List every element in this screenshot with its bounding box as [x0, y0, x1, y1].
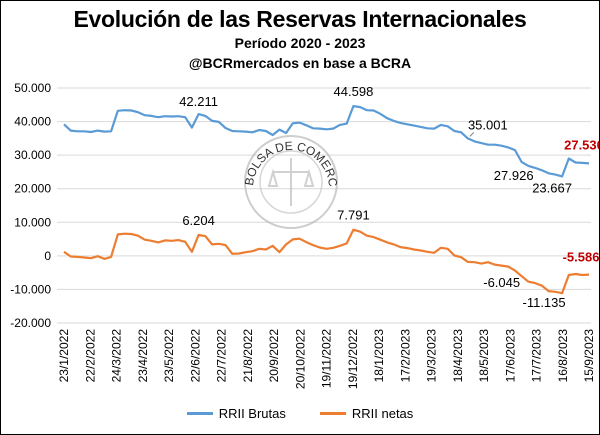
title-block: Evolución de las Reservas Internacionale… [1, 5, 599, 73]
x-tick-label: 19/12/2022 [346, 329, 360, 389]
x-tick-label: 19/3/2023 [425, 329, 439, 383]
y-tick-label: -10.000 [10, 282, 51, 296]
y-tick-label: 40.000 [14, 115, 51, 129]
x-tick-label: 17/2/2023 [398, 329, 412, 383]
x-tick-label: 22/7/2022 [215, 329, 229, 383]
y-tick-label: 50.000 [14, 81, 51, 95]
x-axis: 23/1/2022 22/2/2022 24/3/2022 23/4/2022 23/5… [57, 329, 596, 389]
y-tick-label: 0 [44, 249, 51, 263]
seal-inner-ring [259, 150, 323, 214]
legend-item-brutas: RRII Brutas [186, 406, 286, 421]
y-tick-label: 30.000 [14, 148, 51, 162]
x-tick-label: 23/4/2022 [136, 329, 150, 383]
watermark-seal: BOLSA DE COMERCIO DE ROSARIO [1, 1, 340, 229]
x-tick-label: 17/6/2023 [503, 329, 517, 383]
legend-swatch-brutas [186, 412, 213, 415]
legend: RRII Brutas RRII netas [1, 406, 599, 421]
x-tick-label: 21/8/2022 [241, 329, 255, 383]
x-tick-label: 18/4/2023 [451, 329, 465, 383]
y-tick-label: 20.000 [14, 182, 51, 196]
x-tick-label: 16/8/2023 [556, 329, 570, 383]
legend-label-brutas: RRII Brutas [218, 406, 286, 421]
x-tick-label: 19/11/2022 [320, 329, 334, 388]
seal-text: BOLSA DE COMERCIO DE ROSARIO [1, 1, 340, 188]
chart-title: Evolución de las Reservas Internacionale… [73, 6, 527, 32]
chart-source: @BCRmercados en base a BCRA [188, 55, 412, 71]
y-tick-label: 10.000 [14, 215, 51, 229]
y-axis: -20.000 -10.000 0 10.000 20.000 30.000 40.000 5… [10, 81, 51, 330]
x-tick-label: 24/3/2022 [110, 329, 124, 383]
y-tick-label: -20.000 [10, 316, 51, 330]
x-tick-label: 23/5/2022 [162, 329, 176, 383]
data-label: 6.204 [182, 213, 215, 228]
x-tick-label: 18/5/2023 [477, 329, 491, 383]
x-tick-label: 15/9/2023 [582, 329, 596, 383]
data-label: 27.530 [564, 137, 599, 152]
legend-label-netas: RRII netas [351, 406, 414, 421]
data-label: 7.791 [337, 208, 370, 223]
x-tick-label: 22/2/2022 [83, 329, 97, 383]
x-tick-label: 22/6/2022 [188, 329, 202, 383]
series-line-brutas [63, 104, 590, 178]
legend-swatch-netas [319, 412, 346, 415]
data-label: -11.135 [523, 295, 566, 310]
data-label: -6.045 [483, 275, 520, 290]
data-label: 23.667 [532, 180, 572, 195]
data-label: 35.001 [468, 117, 508, 132]
data-label: 42.211 [179, 94, 218, 109]
x-tick-label: 18/1/2023 [372, 329, 386, 383]
data-label: 44.598 [334, 84, 374, 99]
series-lines [63, 104, 590, 295]
x-tick-label: 17/7/2023 [530, 329, 544, 383]
seal-outer-ring [244, 135, 338, 229]
legend-item-netas: RRII netas [319, 406, 414, 421]
x-tick-label: 20/10/2022 [293, 329, 307, 389]
data-label: -5.586 [563, 250, 599, 265]
chart-subtitle: Período 2020 - 2023 [234, 35, 366, 51]
label-leader-line [469, 132, 475, 137]
gridlines [57, 87, 591, 324]
series-line-netas [63, 228, 590, 295]
x-tick-label: 23/1/2022 [57, 329, 71, 383]
data-label: 27.926 [494, 168, 534, 183]
x-tick-label: 20/9/2022 [267, 329, 281, 383]
caduceus-seal-icon [267, 158, 315, 206]
